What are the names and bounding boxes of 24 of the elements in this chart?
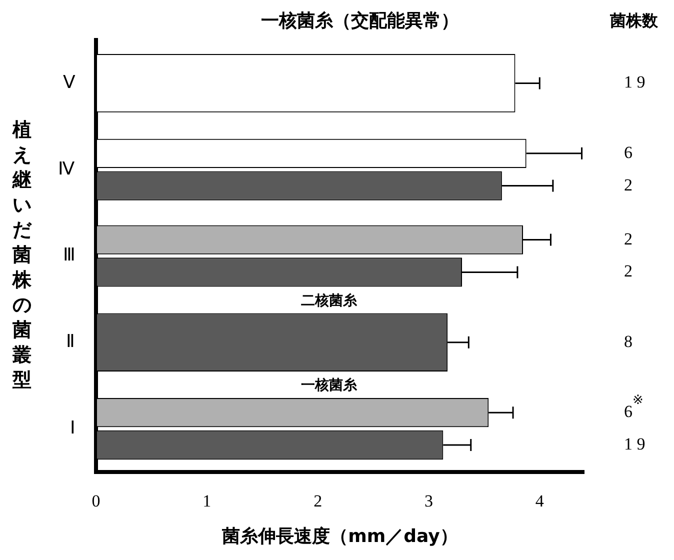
x-axis-title: 菌糸伸長速度（mm／day） bbox=[221, 526, 458, 547]
x-tick-label: 2 bbox=[314, 492, 322, 511]
chart-title: 一核菌糸（交配能異常） bbox=[261, 10, 459, 32]
y-tick-label: Ⅲ bbox=[63, 244, 75, 265]
text: 2 bbox=[624, 262, 632, 281]
text: 8 bbox=[624, 332, 632, 351]
series-label: 二核菌糸 bbox=[300, 292, 358, 309]
text: 6※ bbox=[624, 392, 644, 422]
text: 1 9 bbox=[624, 72, 646, 92]
text: 1 9 bbox=[624, 434, 646, 454]
series-label: 一核菌糸 bbox=[300, 376, 358, 394]
y-tick-label: Ⅰ bbox=[70, 418, 75, 438]
text: 2 bbox=[624, 175, 632, 194]
text: 2 bbox=[624, 229, 632, 248]
text: 植え継いだ菌株の菌叢型 bbox=[12, 118, 32, 391]
text: 6 bbox=[624, 142, 632, 162]
y-tick-label: Ⅴ bbox=[63, 72, 76, 92]
text: 菌株数 bbox=[609, 11, 659, 30]
x-tick-label: 0 bbox=[92, 492, 100, 511]
y-tick-label: Ⅳ bbox=[58, 158, 75, 178]
x-tick-label: 4 bbox=[535, 492, 544, 511]
x-tick-label: 3 bbox=[424, 492, 433, 511]
x-tick-label: 1 bbox=[202, 492, 212, 511]
y-tick-label: Ⅱ bbox=[66, 331, 75, 352]
